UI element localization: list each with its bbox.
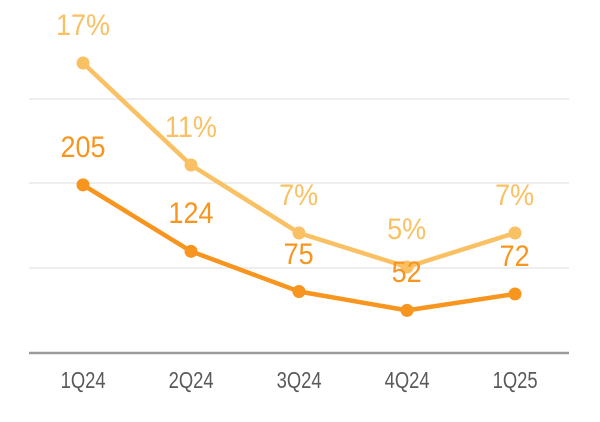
data-point-percent-series	[76, 56, 90, 70]
data-point-value-series	[292, 285, 306, 298]
data-point-value-series	[76, 178, 90, 192]
data-point-value-series	[400, 303, 414, 317]
data-point-percent-series	[292, 226, 306, 240]
data-point-percent-series	[508, 226, 522, 240]
data-point-percent-series	[400, 260, 414, 274]
data-point-value-series	[508, 287, 522, 301]
data-point-percent-series	[184, 158, 198, 172]
data-point-value-series	[184, 244, 198, 258]
